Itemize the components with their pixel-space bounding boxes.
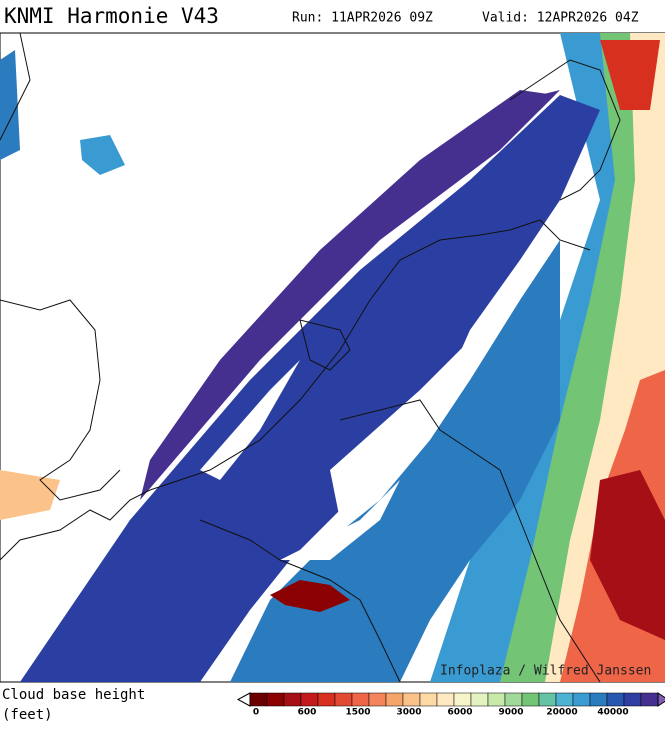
cloud-field	[270, 580, 350, 612]
colorbar-swatch	[283, 692, 302, 707]
coastline	[299, 319, 351, 371]
legend-title: (feet)	[2, 707, 53, 723]
cloud-band	[140, 90, 555, 500]
colorbar-swatch	[504, 692, 523, 707]
cloud-band	[230, 240, 560, 682]
clear-area	[330, 280, 520, 520]
colorbar-swatch	[521, 692, 540, 707]
colorbar-swatch	[351, 692, 370, 707]
colorbar-swatch	[538, 692, 557, 707]
cloud-patch	[80, 135, 125, 175]
cloud-patch	[0, 50, 20, 160]
colorbar-swatch	[487, 692, 506, 707]
colorbar-swatch	[453, 692, 472, 707]
coastline	[0, 299, 121, 501]
coastline	[0, 32, 31, 141]
colorbar-label: 20000	[546, 708, 577, 718]
clear-area	[280, 480, 400, 560]
colorbar-swatch	[640, 692, 659, 707]
cloud-band	[20, 95, 600, 682]
cloud-patch	[0, 470, 60, 520]
title: KNMI Harmonie V43	[4, 4, 219, 28]
colorbar-swatch	[385, 692, 404, 707]
colorbar-label: 9000	[498, 708, 523, 718]
colorbar-swatch	[470, 692, 489, 707]
colorbar-swatch	[334, 692, 353, 707]
coastline	[509, 59, 621, 201]
border	[339, 399, 601, 683]
colorbar-arrow	[236, 692, 251, 707]
colorbar-swatch	[623, 692, 642, 707]
credit: Infoplaza / Wilfred Janssen	[440, 664, 651, 679]
cloud-band	[440, 90, 560, 150]
colorbar-swatch	[368, 692, 387, 707]
colorbar-swatch	[589, 692, 608, 707]
valid-time: Valid: 12APR2026 04Z	[482, 11, 639, 26]
colorbar-swatch	[436, 692, 455, 707]
colorbar-swatch	[249, 692, 268, 707]
colorbar-swatch	[572, 692, 591, 707]
colorbar-label: 40000	[597, 708, 628, 718]
colorbar-swatch	[266, 692, 285, 707]
colorbar-label: 0	[253, 708, 259, 718]
cloud-field	[590, 470, 665, 640]
border	[199, 519, 401, 683]
run-time: Run: 11APR2026 09Z	[292, 11, 433, 26]
colorbar-swatch	[317, 692, 336, 707]
coastline	[0, 489, 151, 561]
map: Infoplaza / Wilfred Janssen	[0, 32, 665, 683]
colorbar-swatch	[402, 692, 421, 707]
clear-area	[200, 360, 300, 480]
colorbar-label: 1500	[345, 708, 370, 718]
colorbar-swatch	[606, 692, 625, 707]
colorbar-arrow	[657, 692, 665, 707]
legend-title: Cloud base height	[2, 687, 145, 703]
colorbar-label: 3000	[396, 708, 421, 718]
colorbar-swatch	[300, 692, 319, 707]
colorbar-label: 6000	[447, 708, 472, 718]
colorbar-swatch	[419, 692, 438, 707]
cloud-field	[600, 40, 660, 110]
coastline	[149, 219, 591, 491]
colorbar-label: 600	[298, 708, 317, 718]
legend: Cloud base height (feet)	[2, 687, 145, 723]
colorbar-swatch	[555, 692, 574, 707]
